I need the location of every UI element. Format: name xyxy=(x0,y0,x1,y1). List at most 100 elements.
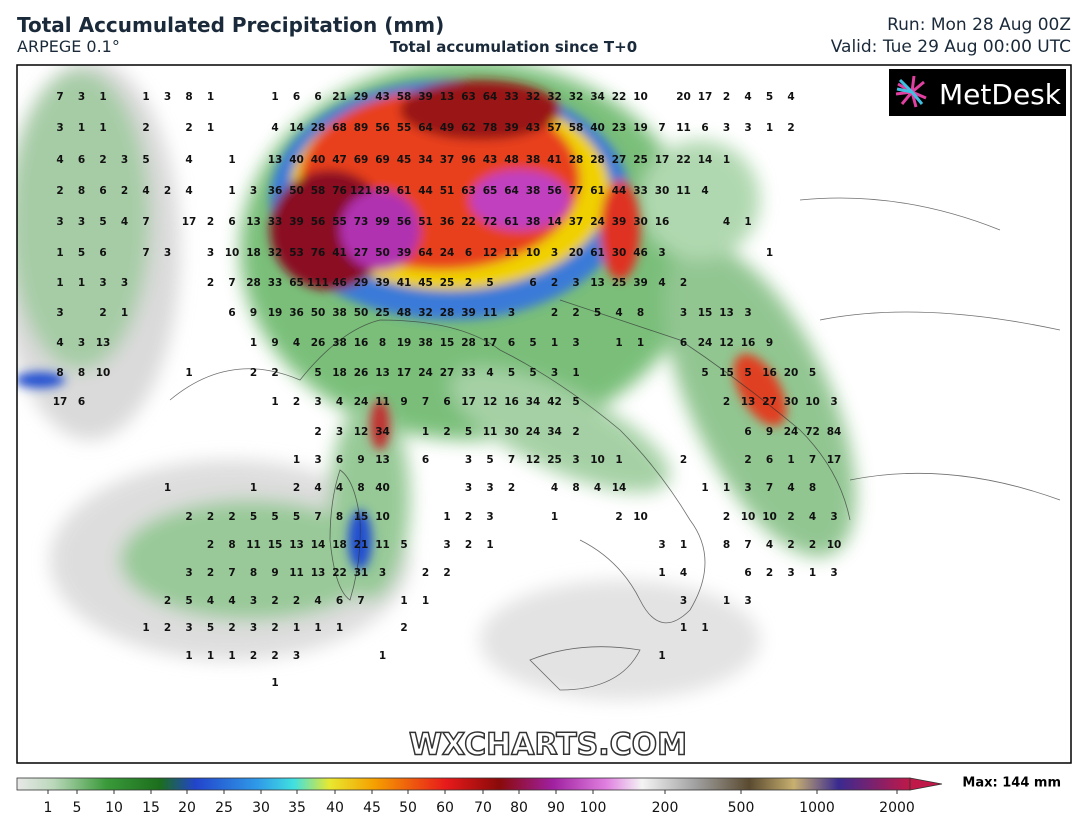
grid-value: 2 xyxy=(465,511,472,523)
grid-value: 22 xyxy=(332,567,347,579)
grid-value: 89 xyxy=(354,122,369,134)
grid-value: 77 xyxy=(569,185,584,197)
grid-value: 2 xyxy=(809,539,816,551)
grid-value: 11 xyxy=(483,426,498,438)
grid-value: 1 xyxy=(486,539,493,551)
grid-value: 3 xyxy=(680,595,687,607)
grid-value: 4 xyxy=(486,367,493,379)
grid-value: 36 xyxy=(440,216,455,228)
grid-value: 6 xyxy=(465,247,472,259)
grid-value: 18 xyxy=(332,367,347,379)
grid-value: 2 xyxy=(271,622,278,634)
colorbar-label: 200 xyxy=(652,800,679,816)
grid-value: 26 xyxy=(311,337,326,349)
grid-value: 39 xyxy=(418,91,433,103)
grid-value: 4 xyxy=(142,185,149,197)
grid-value: 10 xyxy=(633,511,648,523)
grid-value: 27 xyxy=(612,154,627,166)
grid-value: 2 xyxy=(465,277,472,289)
grid-value: 10 xyxy=(225,247,240,259)
grid-value: 6 xyxy=(99,247,106,259)
grid-value: 11 xyxy=(375,396,390,408)
grid-value: 6 xyxy=(744,426,751,438)
grid-value: 45 xyxy=(397,154,412,166)
grid-value: 4 xyxy=(314,482,321,494)
grid-value: 8 xyxy=(637,307,644,319)
grid-value: 1 xyxy=(809,567,816,579)
grid-value: 20 xyxy=(569,247,584,259)
grid-value: 5 xyxy=(594,307,601,319)
grid-value: 1 xyxy=(228,154,235,166)
grid-value: 5 xyxy=(701,367,708,379)
grid-value: 3 xyxy=(185,622,192,634)
grid-value: 19 xyxy=(268,307,283,319)
grid-value: 6 xyxy=(314,91,321,103)
grid-value: 32 xyxy=(547,91,562,103)
grid-value: 14 xyxy=(698,154,713,166)
grid-value: 30 xyxy=(784,396,799,408)
grid-value: 3 xyxy=(486,482,493,494)
grid-value: 11 xyxy=(483,307,498,319)
grid-value: 2 xyxy=(572,307,579,319)
grid-value: 8 xyxy=(379,337,386,349)
grid-value: 3 xyxy=(207,247,214,259)
grid-value: 30 xyxy=(612,247,627,259)
grid-value: 7 xyxy=(142,247,149,259)
grid-value: 12 xyxy=(526,454,541,466)
grid-value: 10 xyxy=(805,396,820,408)
grid-value: 6 xyxy=(99,185,106,197)
grid-value: 13 xyxy=(311,567,326,579)
grid-value: 4 xyxy=(293,337,300,349)
grid-value: 40 xyxy=(590,122,605,134)
grid-value: 57 xyxy=(547,122,562,134)
grid-value: 76 xyxy=(311,247,326,259)
grid-value: 5 xyxy=(465,426,472,438)
grid-value: 1 xyxy=(551,511,558,523)
grid-value: 4 xyxy=(185,185,192,197)
grid-value: 3 xyxy=(787,567,794,579)
colorbar-label: 10 xyxy=(105,800,123,816)
grid-value: 3 xyxy=(508,307,515,319)
grid-value: 7 xyxy=(422,396,429,408)
grid-value: 43 xyxy=(375,91,390,103)
grid-value: 1 xyxy=(379,650,386,662)
grid-value: 34 xyxy=(590,91,605,103)
grid-value: 2 xyxy=(551,277,558,289)
grid-value: 24 xyxy=(418,367,433,379)
grid-value: 51 xyxy=(418,216,433,228)
grid-value: 3 xyxy=(78,216,85,228)
grid-value: 11 xyxy=(375,539,390,551)
grid-value: 27 xyxy=(762,396,777,408)
grid-value: 36 xyxy=(268,185,283,197)
grid-value: 43 xyxy=(526,122,541,134)
grid-value: 53 xyxy=(289,247,304,259)
grid-value: 6 xyxy=(529,277,536,289)
grid-value: 1 xyxy=(615,454,622,466)
grid-value: 63 xyxy=(461,185,476,197)
grid-value: 2 xyxy=(293,396,300,408)
grid-value: 14 xyxy=(547,216,562,228)
grid-value: 6 xyxy=(508,337,515,349)
grid-value: 39 xyxy=(633,277,648,289)
grid-value: 7 xyxy=(228,277,235,289)
grid-value: 39 xyxy=(504,122,519,134)
grid-value: 2 xyxy=(207,511,214,523)
grid-value: 19 xyxy=(633,122,648,134)
grid-value: 2 xyxy=(207,216,214,228)
grid-value: 8 xyxy=(56,367,63,379)
grid-value: 1 xyxy=(680,622,687,634)
grid-value: 8 xyxy=(357,482,364,494)
grid-value: 14 xyxy=(612,482,627,494)
grid-value: 13 xyxy=(96,337,111,349)
grid-value: 78 xyxy=(483,122,498,134)
grid-value: 28 xyxy=(440,307,455,319)
grid-value: 6 xyxy=(228,216,235,228)
grid-value: 6 xyxy=(336,595,343,607)
grid-value: 10 xyxy=(633,91,648,103)
grid-value: 15 xyxy=(354,511,369,523)
grid-value: 56 xyxy=(375,122,390,134)
grid-value: 6 xyxy=(78,154,85,166)
grid-value: 3 xyxy=(250,622,257,634)
grid-value: 2 xyxy=(99,154,106,166)
grid-value: 56 xyxy=(547,185,562,197)
